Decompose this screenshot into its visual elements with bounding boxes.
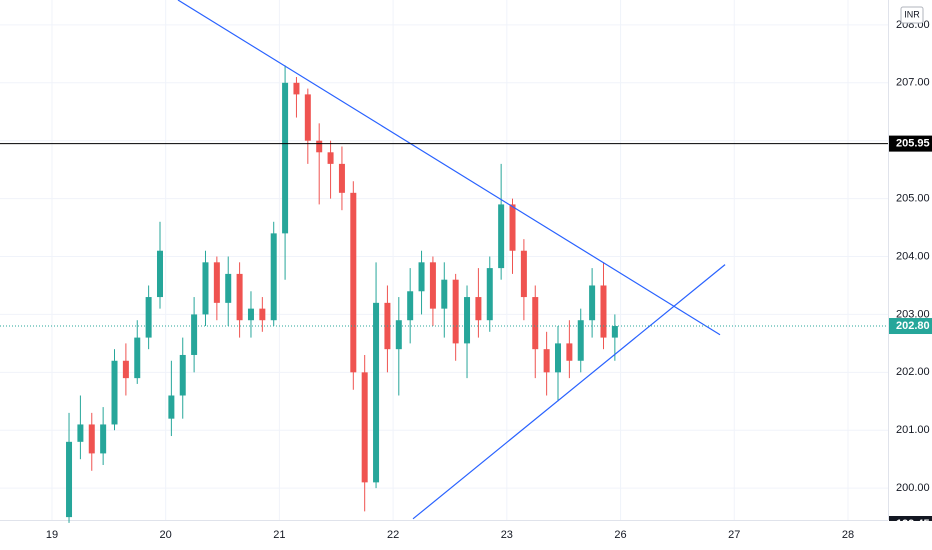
price-label: 205.95 (896, 138, 930, 150)
candle-body (441, 279, 448, 309)
candle-body (395, 320, 402, 350)
candle-body (66, 441, 73, 518)
trendline (412, 264, 726, 520)
candle-body (520, 250, 527, 298)
x-tick-label: 19 (46, 529, 58, 541)
candle-body (259, 308, 266, 321)
candle-body (600, 285, 607, 338)
y-tick-label: 201.00 (896, 424, 930, 436)
candle-body (111, 360, 118, 425)
candle-body (247, 308, 254, 321)
candle-body (304, 94, 311, 141)
candle-body (566, 343, 573, 361)
candle-body (498, 204, 505, 269)
x-tick-label: 21 (273, 529, 285, 541)
grid (0, 0, 888, 520)
candle-body (577, 320, 584, 361)
last-price-box (889, 318, 932, 335)
candle-body (236, 273, 243, 321)
candle-body (350, 192, 357, 373)
x-tick-label: 27 (728, 529, 740, 541)
candle-body (464, 297, 471, 344)
candle-body (145, 297, 152, 338)
x-tick-label: 26 (614, 529, 626, 541)
currency-box (900, 6, 924, 24)
candle-body (293, 82, 300, 95)
y-tick-label: 205.00 (896, 193, 930, 205)
candle-body (429, 262, 436, 309)
y-tick-label: 203.00 (896, 308, 930, 320)
x-tick-label: 22 (387, 529, 399, 541)
candle-body (202, 262, 209, 315)
price-label-box (889, 135, 932, 152)
y-tick-label: 204.00 (896, 250, 930, 262)
candle-body (373, 302, 380, 483)
y-tick-label: 207.00 (896, 77, 930, 89)
y-tick-label: 200.00 (896, 482, 930, 494)
candle-body (100, 424, 107, 454)
candle-body (213, 262, 220, 303)
candle-body (88, 424, 95, 454)
candle-body (156, 250, 163, 298)
candle-body (407, 291, 414, 321)
candle-body (452, 279, 459, 344)
x-axis-cover (889, 521, 932, 550)
candle-body (225, 273, 232, 303)
candle-body (418, 262, 425, 292)
candle-body (486, 268, 493, 321)
candle-body (611, 326, 618, 338)
plot-area (0, 0, 888, 523)
trendline (177, 0, 721, 336)
candle-body (589, 285, 596, 321)
candle-body (282, 82, 289, 234)
candle-body (543, 349, 550, 373)
last-price-label: 202.80 (896, 320, 930, 332)
candle-body (475, 297, 482, 321)
currency-label: INR (904, 9, 920, 19)
axes: 200.00201.00202.00203.00204.00205.00206.… (46, 6, 932, 550)
candle-body (554, 343, 561, 373)
candle-body (179, 354, 186, 396)
candle-body (122, 360, 129, 379)
x-tick-label: 20 (160, 529, 172, 541)
candle-body (532, 297, 539, 350)
x-tick-label: 28 (842, 529, 854, 541)
candle-body (191, 314, 198, 355)
candle-body (361, 372, 368, 483)
candle-body (168, 395, 175, 419)
candle-body (134, 337, 141, 379)
candle-body (509, 204, 516, 251)
x-tick-label: 23 (501, 529, 513, 541)
candle-body (338, 163, 345, 193)
y-tick-label: 202.00 (896, 366, 930, 378)
candle-body (327, 152, 334, 164)
candle-body (270, 233, 277, 321)
candle-body (77, 424, 84, 442)
candle-body (316, 140, 323, 153)
